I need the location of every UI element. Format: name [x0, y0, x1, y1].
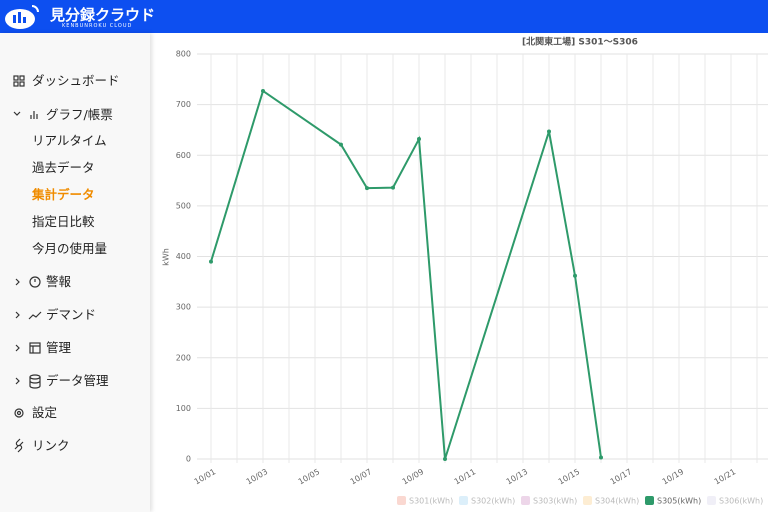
data-point [417, 137, 421, 142]
y-tick-label: 500 [176, 201, 191, 210]
x-tick-label: 10/09 [401, 467, 425, 486]
sidebar: ダッシュボード グラフ/帳票 リアルタイム 過去データ 集計データ 指定日比較 … [0, 33, 150, 512]
y-tick-label: 100 [176, 404, 191, 413]
nav-item[interactable]: 設定 [32, 405, 58, 420]
legend-label[interactable]: S304(kWh) [595, 497, 639, 506]
data-point [391, 185, 395, 190]
data-point [573, 273, 577, 278]
legend-item[interactable]: S304(kWh) [583, 496, 639, 506]
legend-item[interactable]: S303(kWh) [521, 496, 577, 506]
nav-item[interactable]: 警報 [46, 274, 72, 289]
legend-swatch [397, 496, 406, 505]
legend-label[interactable]: S302(kWh) [471, 497, 515, 506]
nav-item[interactable]: リンク [32, 438, 70, 453]
data-point [547, 129, 551, 134]
y-tick-label: 300 [176, 303, 191, 312]
legend-label[interactable]: S301(kWh) [409, 497, 453, 506]
legend-swatch [459, 496, 468, 505]
legend-swatch [521, 496, 530, 505]
nav-subitem[interactable]: 集計データ [32, 187, 95, 202]
x-tick-label: 10/03 [245, 467, 269, 486]
legend-swatch [707, 496, 716, 505]
logo-icon [5, 5, 39, 29]
legend-swatch [583, 496, 592, 505]
sidebar-icons [13, 75, 42, 453]
x-tick-label: 10/13 [505, 467, 529, 486]
legend-item[interactable]: S305(kWh) [645, 496, 701, 506]
nav-item[interactable]: デマンド [46, 307, 97, 322]
nav-subitem[interactable]: 過去データ [32, 160, 95, 175]
data-point [209, 259, 213, 264]
x-tick-label: 10/11 [453, 467, 477, 486]
y-tick-label: 200 [176, 353, 191, 362]
header: 見分録クラウド KENBUNROKU CLOUD [0, 0, 768, 33]
legend-label[interactable]: S305(kWh) [657, 497, 701, 506]
nav-subitem[interactable]: リアルタイム [32, 133, 107, 148]
nav-item[interactable]: ダッシュボード [32, 73, 120, 88]
x-tick-label: 10/07 [349, 467, 373, 486]
nav-subitem[interactable]: 今月の使用量 [32, 241, 108, 256]
chart-title: [北関東工場] S301～S306 [522, 36, 638, 48]
data-point [365, 186, 369, 191]
data-point [599, 455, 603, 460]
x-tick-label: 10/01 [193, 467, 217, 486]
x-tick-label: 10/17 [609, 467, 633, 486]
y-tick-label: 400 [176, 252, 191, 261]
data-point [339, 142, 343, 147]
nav-item[interactable]: グラフ/帳票 [46, 107, 113, 122]
x-tick-label: 10/21 [713, 467, 737, 486]
nav-subitem[interactable]: 指定日比較 [32, 214, 95, 229]
legend-label[interactable]: S306(kWh) [719, 497, 763, 506]
data-point [443, 457, 447, 461]
y-axis-label: kWh [162, 248, 171, 266]
x-tick-label: 10/19 [661, 467, 685, 486]
logo-subtitle: KENBUNROKU CLOUD [62, 23, 133, 29]
legend-label[interactable]: S303(kWh) [533, 497, 577, 506]
y-tick-label: 800 [176, 50, 191, 59]
nav-item[interactable]: データ管理 [46, 373, 109, 388]
chart: [北関東工場] S301～S306 kWh 0 100 200 300 400 500 60… [162, 36, 768, 506]
legend-item[interactable]: S306(kWh) [707, 496, 763, 506]
legend-item[interactable]: S301(kWh) [397, 496, 453, 506]
data-point [261, 88, 265, 93]
y-tick-label: 700 [176, 100, 191, 109]
x-tick-label: 10/15 [557, 467, 581, 486]
legend-item[interactable]: S302(kWh) [459, 496, 515, 506]
legend-swatch [645, 496, 654, 505]
series-line [210, 89, 602, 460]
y-tick-label: 600 [176, 151, 191, 160]
y-tick-label: 0 [186, 455, 191, 464]
x-tick-label: 10/05 [297, 467, 321, 486]
nav-item[interactable]: 管理 [46, 340, 72, 355]
logo-title: 見分録クラウド [50, 6, 156, 24]
